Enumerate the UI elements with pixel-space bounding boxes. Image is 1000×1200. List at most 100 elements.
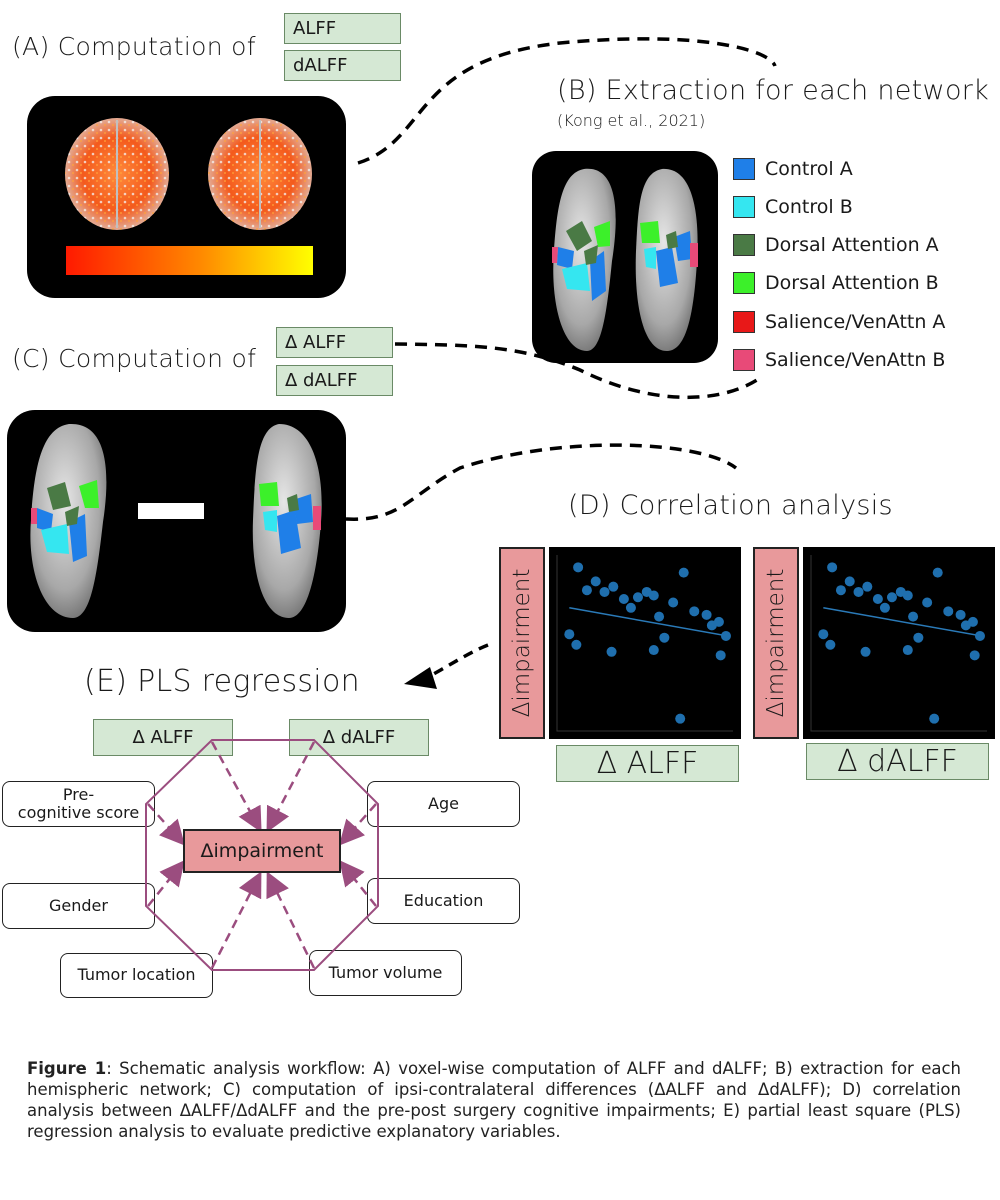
scatter-point: [872, 594, 883, 604]
panel-b-citation: (Kong et al., 2021): [557, 111, 706, 130]
scatter-point: [618, 594, 629, 604]
legend-swatch: [733, 158, 755, 180]
predictor-tumor-volume: Tumor volume: [309, 950, 462, 996]
figure-caption: Figure 1: Schematic analysis workflow: A…: [27, 1058, 961, 1142]
panel-d-heading: (D) Correlation analysis: [568, 490, 893, 521]
scatter-point: [678, 567, 689, 578]
scatter-point: [879, 602, 890, 613]
arrowhead-d-to-e: [404, 667, 437, 689]
panel-c-heading: (C) Computation of: [12, 344, 257, 373]
ipsilateral-hemisphere: [30, 423, 107, 618]
scatter-point: [625, 602, 636, 613]
scatter-point: [659, 632, 670, 643]
scatter-point: [648, 645, 659, 656]
contralateral-hemisphere: [252, 424, 322, 618]
impairment-axis-box-1: Δimpairment: [499, 547, 545, 739]
minus-sign: [138, 503, 204, 519]
arrow-from-delta-alff: [210, 741, 262, 833]
predictor-age: Age: [367, 781, 520, 827]
legend-item-dorsal-attention-a: Dorsal Attention A: [733, 234, 939, 256]
network-brain-image: [552, 168, 698, 351]
scatter-point: [844, 576, 855, 587]
difference-brain-image: [30, 423, 322, 618]
legend-label: Control A: [765, 158, 853, 180]
connector-b-to-c: [394, 342, 761, 400]
y-axis-label-1: Δimpairment: [509, 568, 535, 718]
scatter-point: [922, 597, 933, 608]
scatter-point: [902, 590, 913, 601]
predictor-tumor-location: Tumor location: [60, 953, 213, 998]
alff-brain-panel: [27, 96, 346, 298]
scatter-point: [720, 630, 731, 641]
dalff-metric-box: dALFF: [284, 50, 401, 81]
scatter-point: [689, 606, 700, 617]
scatter-point: [902, 645, 913, 656]
legend-swatch: [733, 311, 755, 333]
scatter-point: [974, 630, 985, 641]
scatter-point: [606, 646, 617, 657]
arrow-from-pre-cognitive: [147, 803, 185, 846]
scatter-point: [908, 611, 919, 622]
scatter-point: [932, 567, 943, 578]
x-axis-label-delta-dalff: Δ dALFF: [806, 743, 989, 780]
scatter-plot-1: [549, 547, 741, 739]
legend-item-salience-b: Salience/VenAttn B: [733, 349, 945, 371]
scatter-point: [818, 629, 829, 640]
legend-label: Salience/VenAttn B: [765, 349, 946, 371]
scatter-point: [581, 585, 592, 596]
scatter-point: [860, 646, 871, 657]
predictor-education: Education: [367, 878, 520, 924]
scatter-point: [913, 632, 924, 643]
scatter-point: [668, 597, 679, 608]
figure-label: Figure 1: [27, 1059, 107, 1078]
scatter-plot-2: [803, 547, 995, 739]
legend-label: Dorsal Attention B: [765, 272, 939, 294]
scatter-point: [827, 562, 838, 573]
left-hemisphere: [552, 168, 616, 351]
trend-line: [569, 607, 728, 637]
trend-line: [823, 607, 982, 637]
legend-label: Control B: [765, 196, 853, 218]
scatter-point: [648, 590, 659, 601]
hot-colorbar: [66, 246, 313, 275]
scatter-point: [675, 713, 686, 724]
scatter-point: [853, 586, 864, 597]
legend-swatch: [733, 196, 755, 218]
y-axis-label-2: Δimpairment: [763, 568, 789, 718]
scatter-point: [654, 611, 665, 622]
arrow-from-tumor-volume: [266, 871, 316, 969]
scatter-point: [571, 639, 582, 650]
scatter-point: [608, 581, 619, 592]
scatter-point: [943, 606, 954, 617]
alff-brain-image: [65, 118, 313, 275]
pls-octagon: [145, 739, 379, 971]
scatter-point: [862, 581, 873, 592]
right-hemisphere: [635, 168, 698, 351]
legend-swatch: [733, 272, 755, 294]
panel-b-heading: (B) Extraction for each network: [557, 75, 990, 106]
legend-swatch: [733, 349, 755, 371]
arrow-from-gender: [147, 860, 185, 907]
pls-octagon-diagram: [145, 739, 379, 971]
scatter-svg-2: [810, 555, 987, 732]
scatter-svg-1: [556, 555, 733, 732]
legend-label: Salience/VenAttn A: [765, 311, 946, 333]
alff-metric-box: ALFF: [284, 13, 401, 44]
predictor-delta-alff: Δ ALFF: [93, 719, 233, 756]
predictor-delta-dalff: Δ dALFF: [289, 719, 429, 756]
scatter-point: [886, 592, 897, 603]
legend-item-control-a: Control A: [733, 158, 853, 180]
scatter-point: [955, 609, 966, 620]
scatter-point: [564, 629, 575, 640]
x-axis-label-delta-alff: Δ ALFF: [556, 745, 739, 782]
predictor-pre-cognitive-score: Pre- cognitive score: [2, 781, 155, 827]
scatter-point: [599, 586, 610, 597]
impairment-axis-box-2: Δimpairment: [753, 547, 799, 739]
network-brain-panel: [532, 151, 718, 363]
scatter-point: [929, 713, 940, 724]
scatter-point: [701, 609, 712, 620]
scatter-point: [573, 562, 584, 573]
legend-item-dorsal-attention-b: Dorsal Attention B: [733, 272, 939, 294]
right-brain-top-view: [208, 118, 312, 230]
arrow-from-education: [339, 860, 377, 907]
